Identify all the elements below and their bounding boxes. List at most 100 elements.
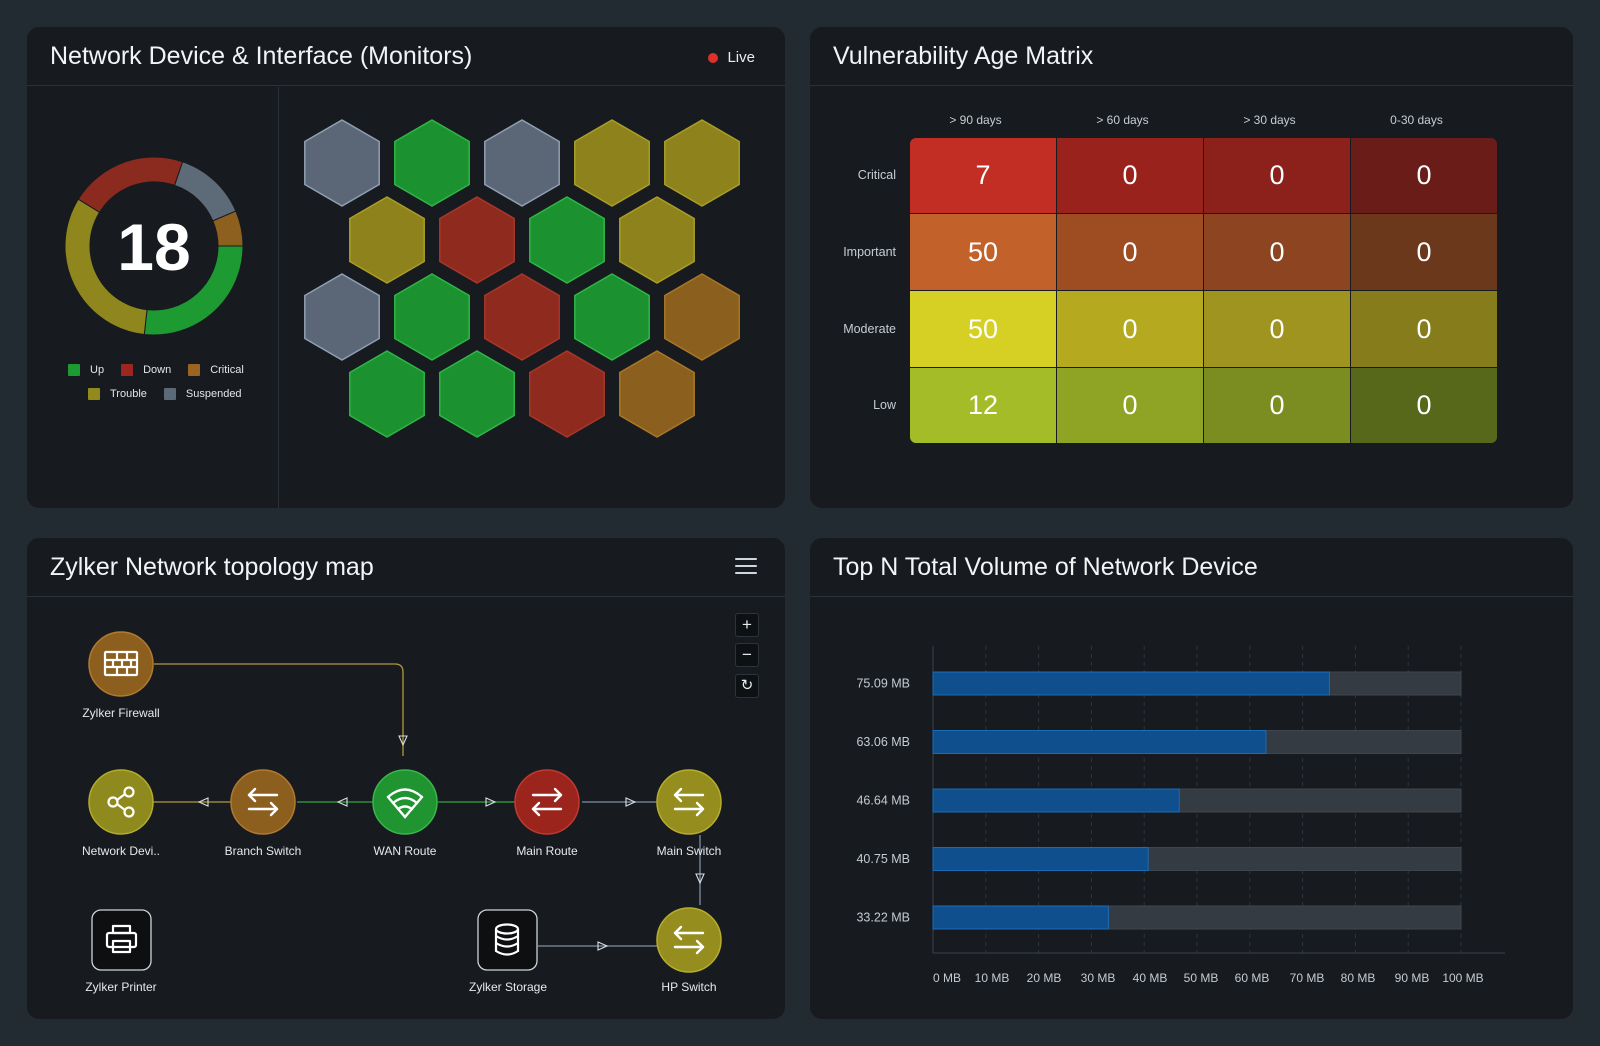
zoom-out-button[interactable]: − — [735, 643, 759, 667]
matrix-cell[interactable]: 0 — [1057, 214, 1203, 290]
device-hex-down[interactable] — [529, 350, 605, 438]
device-hex-up[interactable] — [394, 273, 470, 361]
y-category-label: 63.06 MB — [856, 735, 910, 749]
matrix-cell[interactable]: 0 — [1204, 214, 1350, 290]
x-tick-label: 90 MB — [1395, 971, 1430, 985]
matrix-cell[interactable]: 0 — [1204, 291, 1350, 367]
legend-trouble[interactable]: Trouble — [88, 388, 147, 400]
device-hex-up[interactable] — [529, 196, 605, 284]
node-label-network-device: Network Devi.. — [81, 844, 161, 858]
device-hex-trouble[interactable] — [619, 196, 695, 284]
node-label-main-switch: Main Switch — [656, 844, 722, 858]
legend-swatch — [121, 364, 134, 376]
matrix-cell[interactable]: 0 — [1351, 214, 1497, 290]
matrix-cell[interactable]: 0 — [1351, 368, 1497, 443]
legend-label: Suspended — [185, 388, 242, 400]
node-label-branch-switch: Branch Switch — [224, 844, 302, 858]
device-hex-up[interactable] — [439, 350, 515, 438]
topology-map — [88, 631, 722, 973]
x-tick-label: 10 MB — [975, 971, 1010, 985]
x-tick-label: 80 MB — [1341, 971, 1376, 985]
node-main-switch[interactable] — [656, 769, 722, 835]
monitors-header: Network Device & Interface (Monitors) Li… — [27, 27, 785, 86]
arrow-right-icon — [597, 941, 609, 951]
device-hex-up[interactable] — [394, 119, 470, 207]
device-hex-trouble[interactable] — [664, 119, 740, 207]
device-hex-down[interactable] — [439, 196, 515, 284]
x-tick-label: 30 MB — [1081, 971, 1116, 985]
device-hex-trouble[interactable] — [349, 196, 425, 284]
switch-arrows-icon — [247, 787, 279, 817]
legend-suspended[interactable]: Suspended — [163, 388, 242, 400]
volume-bar[interactable] — [932, 788, 1180, 813]
matrix-cell[interactable]: 0 — [1057, 138, 1203, 213]
volume-bar[interactable] — [932, 671, 1330, 696]
matrix-cell[interactable]: 0 — [1204, 368, 1350, 443]
x-tick-label: 20 MB — [1027, 971, 1062, 985]
device-hex-down[interactable] — [484, 273, 560, 361]
matrix-cell[interactable]: 50 — [910, 291, 1056, 367]
node-wan-route[interactable] — [372, 769, 438, 835]
node-label-hp-switch: HP Switch — [661, 980, 717, 994]
printer-icon — [105, 924, 138, 954]
x-tick-label: 50 MB — [1184, 971, 1219, 985]
matrix-column-header: > 90 days — [949, 113, 1002, 127]
live-label: Live — [727, 49, 755, 66]
device-hex-critical[interactable] — [619, 350, 695, 438]
arrow-right-icon — [485, 797, 497, 807]
matrix-cell[interactable]: 0 — [1351, 138, 1497, 213]
matrix-cell[interactable]: 7 — [910, 138, 1056, 213]
device-hex-trouble[interactable] — [574, 119, 650, 207]
legend-critical[interactable]: Critical — [188, 364, 244, 376]
matrix-cell[interactable]: 50 — [910, 214, 1056, 290]
monitors-total: 18 — [117, 210, 190, 284]
node-network-device[interactable] — [88, 769, 154, 835]
wifi-icon — [386, 788, 424, 819]
node-zylker-storage[interactable] — [477, 909, 538, 971]
device-hex-grid — [304, 119, 740, 438]
node-branch-switch[interactable] — [230, 769, 296, 835]
legend-down[interactable]: Down — [121, 364, 171, 376]
device-hex-up[interactable] — [349, 350, 425, 438]
volume-header: Top N Total Volume of Network Device — [810, 538, 1573, 597]
legend-up[interactable]: Up — [68, 364, 104, 376]
status-legend-row-2: Trouble Suspended — [88, 388, 259, 400]
device-hex-up[interactable] — [574, 273, 650, 361]
arrow-left-icon — [197, 797, 209, 807]
device-hex-suspended[interactable] — [304, 273, 380, 361]
device-hex-suspended[interactable] — [484, 119, 560, 207]
firewall-icon — [103, 650, 139, 677]
reset-view-button[interactable]: ↻ — [735, 674, 759, 698]
vulnerability-panel: Vulnerability Age Matrix > 90 days > 60 d… — [810, 27, 1573, 508]
matrix-cell[interactable]: 0 — [1351, 291, 1497, 367]
hamburger-menu-icon[interactable] — [735, 558, 757, 576]
device-hex-critical[interactable] — [664, 273, 740, 361]
status-legend-row-1: Up Down Critical — [68, 364, 261, 376]
volume-title: Top N Total Volume of Network Device — [833, 553, 1258, 581]
legend-swatch — [188, 364, 201, 376]
device-hex-suspended[interactable] — [304, 119, 380, 207]
zoom-in-button[interactable]: + — [735, 613, 759, 637]
share-icon — [107, 786, 135, 818]
node-label-firewall: Zylker Firewall — [82, 706, 160, 720]
matrix-cell[interactable]: 0 — [1057, 291, 1203, 367]
live-indicator: Live — [708, 49, 755, 66]
matrix-cell[interactable]: 0 — [1204, 138, 1350, 213]
matrix-cell[interactable]: 12 — [910, 368, 1056, 443]
node-main-route[interactable] — [514, 769, 580, 835]
status-donut[interactable]: 18 — [63, 155, 245, 337]
node-zylker-printer[interactable] — [91, 909, 152, 971]
node-label-wan-route: WAN Route — [373, 844, 437, 858]
x-tick-label: 40 MB — [1133, 971, 1168, 985]
arrow-left-icon — [336, 797, 348, 807]
node-label-storage: Zylker Storage — [468, 980, 548, 994]
volume-bar[interactable] — [932, 730, 1267, 754]
matrix-cell[interactable]: 0 — [1057, 368, 1203, 443]
node-hp-switch[interactable] — [656, 907, 722, 973]
volume-bar[interactable] — [932, 847, 1149, 871]
volume-bar[interactable] — [932, 905, 1109, 930]
node-zylker-firewall[interactable] — [88, 631, 154, 697]
arrow-down-icon — [398, 735, 408, 747]
switch-arrows-icon — [673, 925, 705, 955]
link-firewall-wan — [154, 663, 404, 756]
